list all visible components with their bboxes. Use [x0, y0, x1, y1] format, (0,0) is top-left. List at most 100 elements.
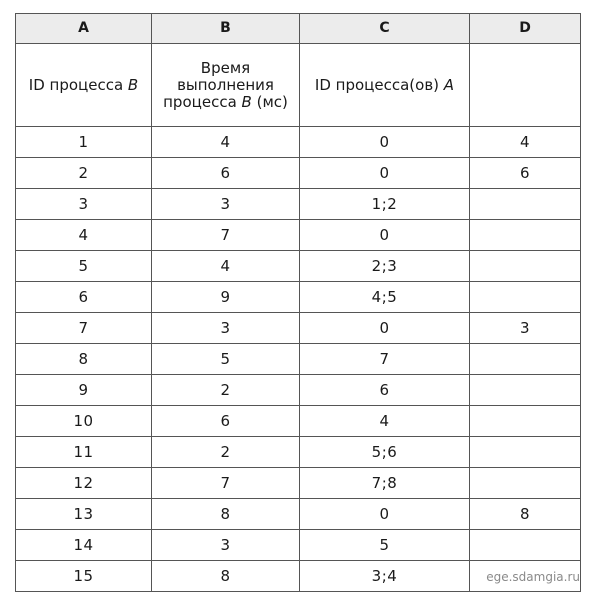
header-cell-d[interactable]	[469, 43, 581, 127]
cell-b[interactable]: 2	[151, 374, 300, 406]
table-row: 3 3 1;2	[15, 188, 581, 220]
cell-c[interactable]: 1;2	[299, 188, 470, 220]
cell-b[interactable]: 5	[151, 343, 300, 375]
cell-b[interactable]: 3	[151, 188, 300, 220]
cell-d[interactable]	[469, 560, 581, 592]
table-row: 7 3 0 3	[15, 312, 581, 344]
cell-a[interactable]: 10	[15, 405, 152, 437]
cell-a[interactable]: 8	[15, 343, 152, 375]
cell-a[interactable]: 7	[15, 312, 152, 344]
header-b-text: Время выполнения процесса B (мс)	[159, 58, 292, 111]
cell-d[interactable]	[469, 250, 581, 282]
cell-c[interactable]: 0	[299, 498, 470, 530]
cell-d[interactable]: 6	[469, 157, 581, 189]
cell-d[interactable]	[469, 343, 581, 375]
cell-c[interactable]: 7	[299, 343, 470, 375]
cell-a[interactable]: 5	[15, 250, 152, 282]
column-header-c[interactable]: C	[299, 13, 470, 44]
cell-a[interactable]: 6	[15, 281, 152, 313]
site-watermark: ege.sdamgia.ru	[486, 570, 580, 584]
cell-d[interactable]	[469, 529, 581, 561]
cell-c[interactable]: 3;4	[299, 560, 470, 592]
column-header-a[interactable]: A	[15, 13, 152, 44]
table-row: 6 9 4;5	[15, 281, 581, 313]
header-b-unit: (мс)	[251, 92, 288, 111]
cell-c[interactable]: 2;3	[299, 250, 470, 282]
cell-d[interactable]: 4	[469, 126, 581, 158]
spreadsheet-table: A B C D ID процесса B Время выполнения п…	[15, 13, 581, 592]
table-row: 4 7 0	[15, 219, 581, 251]
cell-b[interactable]: 4	[151, 250, 300, 282]
cell-b[interactable]: 9	[151, 281, 300, 313]
header-c-text: ID процесса(ов) A	[311, 75, 458, 94]
header-b-variable: B	[241, 92, 252, 111]
header-cell-b[interactable]: Время выполнения процесса B (мс)	[151, 43, 300, 127]
header-b-line2: выполнения	[177, 75, 274, 94]
cell-a[interactable]: 13	[15, 498, 152, 530]
table-row: 11 2 5;6	[15, 436, 581, 468]
cell-d[interactable]: 3	[469, 312, 581, 344]
cell-c[interactable]: 0	[299, 312, 470, 344]
cell-a[interactable]: 1	[15, 126, 152, 158]
cell-b[interactable]: 4	[151, 126, 300, 158]
table-row: 2 6 0 6	[15, 157, 581, 189]
cell-b[interactable]: 8	[151, 498, 300, 530]
cell-b[interactable]: 8	[151, 560, 300, 592]
table-row: 1 4 0 4	[15, 126, 581, 158]
table-row: 9 2 6	[15, 374, 581, 406]
cell-b[interactable]: 6	[151, 157, 300, 189]
cell-a[interactable]: 15	[15, 560, 152, 592]
cell-c[interactable]: 4;5	[299, 281, 470, 313]
table-row: 10 6 4	[15, 405, 581, 437]
cell-a[interactable]: 3	[15, 188, 152, 220]
cell-d[interactable]	[469, 281, 581, 313]
cell-d[interactable]	[469, 188, 581, 220]
header-c-variable: A	[443, 75, 455, 94]
cell-c[interactable]: 0	[299, 157, 470, 189]
cell-c[interactable]: 0	[299, 126, 470, 158]
header-cell-c[interactable]: ID процесса(ов) A	[299, 43, 470, 127]
cell-d[interactable]: 8	[469, 498, 581, 530]
header-cell-a[interactable]: ID процесса B	[15, 43, 152, 127]
cell-d[interactable]	[469, 219, 581, 251]
cell-a[interactable]: 9	[15, 374, 152, 406]
cell-a[interactable]: 14	[15, 529, 152, 561]
cell-a[interactable]: 12	[15, 467, 152, 499]
cell-d[interactable]	[469, 467, 581, 499]
column-header-row: A B C D	[15, 13, 581, 44]
cell-b[interactable]: 7	[151, 219, 300, 251]
column-header-b[interactable]: B	[151, 13, 300, 44]
table-row: 8 5 7	[15, 343, 581, 375]
cell-c[interactable]: 4	[299, 405, 470, 437]
cell-c[interactable]: 5;6	[299, 436, 470, 468]
table-body: A B C D ID процесса B Время выполнения п…	[15, 13, 581, 592]
cell-b[interactable]: 2	[151, 436, 300, 468]
table-row: 14 3 5	[15, 529, 581, 561]
cell-b[interactable]: 6	[151, 405, 300, 437]
header-a-label: ID процесса	[28, 75, 128, 94]
cell-d[interactable]	[469, 436, 581, 468]
cell-a[interactable]: 2	[15, 157, 152, 189]
header-a-text: ID процесса B	[25, 75, 142, 94]
cell-c[interactable]: 6	[299, 374, 470, 406]
cell-d[interactable]	[469, 405, 581, 437]
header-a-variable: B	[127, 75, 139, 94]
header-c-label: ID процесса(ов)	[314, 75, 444, 94]
table-row: 13 8 0 8	[15, 498, 581, 530]
cell-a[interactable]: 11	[15, 436, 152, 468]
cell-b[interactable]: 7	[151, 467, 300, 499]
cell-c[interactable]: 5	[299, 529, 470, 561]
header-b-line1: Время	[200, 58, 251, 77]
table-row: 15 8 3;4	[15, 560, 581, 592]
cell-c[interactable]: 7;8	[299, 467, 470, 499]
cell-b[interactable]: 3	[151, 312, 300, 344]
column-header-d[interactable]: D	[469, 13, 581, 44]
cell-d[interactable]	[469, 374, 581, 406]
table-row: 12 7 7;8	[15, 467, 581, 499]
cell-c[interactable]: 0	[299, 219, 470, 251]
cell-b[interactable]: 3	[151, 529, 300, 561]
cell-a[interactable]: 4	[15, 219, 152, 251]
header-b-line3: процесса	[163, 92, 242, 111]
table-row: 5 4 2;3	[15, 250, 581, 282]
header-row: ID процесса B Время выполнения процесса …	[15, 43, 581, 127]
